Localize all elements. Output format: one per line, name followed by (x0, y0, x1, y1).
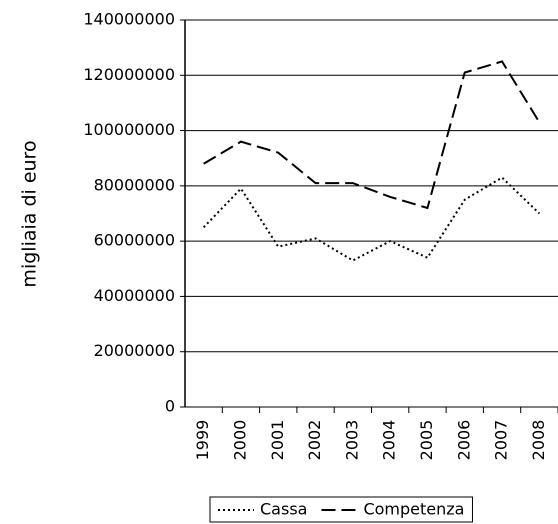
x-tick-label: 2008 (529, 420, 548, 461)
y-tick-label: 60000000 (94, 231, 175, 250)
legend-label: Cassa (260, 500, 307, 519)
y-tick-label: 80000000 (94, 175, 175, 194)
y-tick-label: 20000000 (94, 341, 175, 360)
y-tick-label: 0 (165, 397, 175, 416)
x-tick-label: 2001 (268, 420, 287, 461)
x-tick-label: 1999 (193, 420, 212, 461)
legend-box (209, 496, 473, 523)
x-tick-label: 2007 (492, 420, 511, 461)
y-tick-label: 100000000 (83, 120, 175, 139)
y-axis-label: migliaia di euro (19, 140, 41, 287)
legend-label: Competenza (363, 500, 464, 519)
line-series (202, 176, 541, 262)
x-tick-label: 2003 (342, 420, 361, 461)
y-tick-label: 140000000 (83, 10, 175, 29)
legend: Cassa Competenza (209, 496, 473, 523)
y-tick-label: 40000000 (94, 286, 175, 305)
y-tick-label: 120000000 (83, 65, 175, 84)
x-tick-label: 2000 (230, 420, 249, 461)
x-tick-label: 2002 (305, 420, 324, 461)
line-series (203, 60, 541, 210)
x-tick-label: 2006 (454, 420, 473, 461)
x-tick-label: 2004 (380, 420, 399, 461)
x-tick-label: 2005 (417, 420, 436, 461)
